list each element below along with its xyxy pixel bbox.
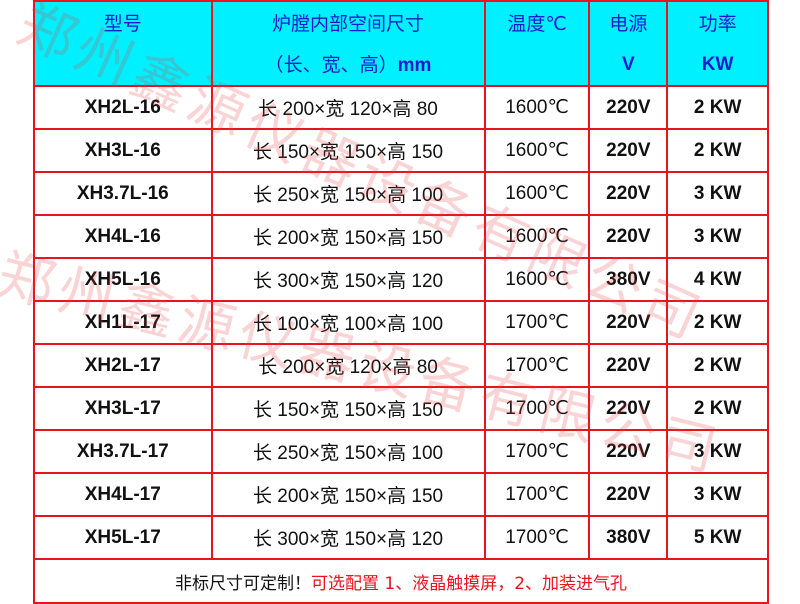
table-row: XH4L-16 长 200×宽 150×高 150 1600℃ 220V 3 KW: [33, 214, 769, 259]
table-row: XH3.7L-16 长 250×宽 150×高 100 1600℃ 220V 3 KW: [33, 171, 769, 216]
cell-temp: 1700℃: [483, 429, 591, 474]
cell-power: 5 KW: [666, 515, 769, 560]
cell-temp: 1600℃: [483, 85, 591, 130]
cell-size: 长 150×宽 150×高 150: [210, 128, 486, 173]
cell-size: 长 200×宽 120×高 80: [210, 343, 486, 388]
cell-temp: 1700℃: [483, 472, 591, 517]
cell-power: 2 KW: [666, 300, 769, 345]
cell-model: XH4L-17: [33, 472, 213, 517]
table-row: XH1L-17 长 100×宽 100×高 100 1700℃ 220V 2 KW: [33, 300, 769, 345]
cell-temp: 1700℃: [483, 343, 591, 388]
footer-note: 非标尺寸可定制！: [174, 573, 311, 594]
cell-temp: 1600℃: [483, 257, 591, 302]
cell-power: 3 KW: [666, 472, 769, 517]
cell-model: XH5L-17: [33, 515, 213, 560]
footer-options: 可选配置 1、液晶触摸屏，2、加装进气孔: [310, 573, 628, 594]
cell-voltage: 220V: [588, 429, 669, 474]
cell-size: 长 100×宽 100×高 100: [210, 300, 486, 345]
footer-cell: 非标尺寸可定制！可选配置 1、液晶触摸屏，2、加装进气孔: [33, 558, 769, 604]
header-size: 炉膛内部空间尺寸 （长、宽、高）mm: [210, 0, 486, 87]
cell-temp: 1700℃: [483, 386, 591, 431]
table-header: 型号 炉膛内部空间尺寸 （长、宽、高）mm 温度℃ 电源 V 功率 KW: [33, 0, 769, 87]
table-row: XH3.7L-17 长 250×宽 150×高 100 1700℃ 220V 3 KW: [33, 429, 769, 474]
table-row: XH3L-17 长 150×宽 150×高 150 1700℃ 220V 2 KW: [33, 386, 769, 431]
cell-power: 3 KW: [666, 171, 769, 216]
cell-power: 3 KW: [666, 429, 769, 474]
cell-voltage: 220V: [588, 171, 669, 216]
cell-temp: 1600℃: [483, 128, 591, 173]
cell-temp: 1600℃: [483, 171, 591, 216]
cell-model: XH2L-16: [33, 85, 213, 130]
cell-size: 长 300×宽 150×高 120: [210, 257, 486, 302]
cell-temp: 1600℃: [483, 214, 591, 259]
cell-power: 2 KW: [666, 386, 769, 431]
cell-size: 长 150×宽 150×高 150: [210, 386, 486, 431]
cell-size: 长 250×宽 150×高 100: [210, 429, 486, 474]
header-power: 功率 KW: [666, 0, 769, 87]
table-row: XH2L-17 长 200×宽 120×高 80 1700℃ 220V 2 KW: [33, 343, 769, 388]
cell-model: XH4L-16: [33, 214, 213, 259]
cell-model: XH3L-17: [33, 386, 213, 431]
cell-power: 2 KW: [666, 343, 769, 388]
table-row: XH2L-16 长 200×宽 120×高 80 1600℃ 220V 2 KW: [33, 85, 769, 130]
cell-voltage: 220V: [588, 300, 669, 345]
cell-model: XH3.7L-17: [33, 429, 213, 474]
header-temp: 温度℃: [483, 0, 591, 87]
cell-model: XH3.7L-16: [33, 171, 213, 216]
spec-table: 型号 炉膛内部空间尺寸 （长、宽、高）mm 温度℃ 电源 V 功率 KW XH2L-1…: [33, 0, 769, 604]
cell-size: 长 200×宽 150×高 150: [210, 214, 486, 259]
table-footer: 非标尺寸可定制！可选配置 1、液晶触摸屏，2、加装进气孔: [33, 558, 769, 604]
cell-power: 2 KW: [666, 128, 769, 173]
cell-power: 3 KW: [666, 214, 769, 259]
cell-voltage: 220V: [588, 386, 669, 431]
cell-power: 2 KW: [666, 85, 769, 130]
cell-size: 长 300×宽 150×高 120: [210, 515, 486, 560]
cell-voltage: 220V: [588, 85, 669, 130]
cell-model: XH5L-16: [33, 257, 213, 302]
table-row: XH3L-16 长 150×宽 150×高 150 1600℃ 220V 2 KW: [33, 128, 769, 173]
cell-size: 长 200×宽 120×高 80: [210, 85, 486, 130]
header-model: 型号: [33, 0, 213, 87]
cell-power: 4 KW: [666, 257, 769, 302]
cell-temp: 1700℃: [483, 300, 591, 345]
cell-voltage: 220V: [588, 343, 669, 388]
header-voltage: 电源 V: [588, 0, 669, 87]
table-row: XH5L-16 长 300×宽 150×高 120 1600℃ 380V 4 KW: [33, 257, 769, 302]
table-row: XH4L-17 长 200×宽 150×高 150 1700℃ 220V 3 KW: [33, 472, 769, 517]
cell-voltage: 220V: [588, 472, 669, 517]
cell-voltage: 380V: [588, 515, 669, 560]
cell-model: XH1L-17: [33, 300, 213, 345]
cell-voltage: 220V: [588, 128, 669, 173]
cell-model: XH3L-16: [33, 128, 213, 173]
cell-model: XH2L-17: [33, 343, 213, 388]
table-row: XH5L-17 长 300×宽 150×高 120 1700℃ 380V 5 KW: [33, 515, 769, 560]
cell-size: 长 200×宽 150×高 150: [210, 472, 486, 517]
cell-voltage: 220V: [588, 214, 669, 259]
cell-voltage: 380V: [588, 257, 669, 302]
cell-temp: 1700℃: [483, 515, 591, 560]
cell-size: 长 250×宽 150×高 100: [210, 171, 486, 216]
